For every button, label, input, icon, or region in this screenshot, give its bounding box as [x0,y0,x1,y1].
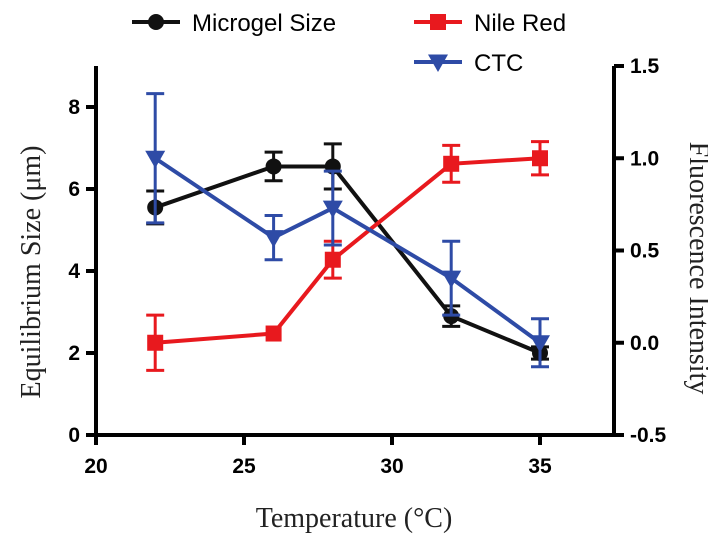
series-microgel-size [146,142,549,361]
y-axis-title: Equilibrium Size (μm) [16,146,47,399]
data-point [265,325,282,342]
legend: Microgel Size Nile Red CTC [132,10,566,77]
legend-marker [430,14,446,30]
x-tick-label: 25 [232,455,256,478]
legend-marker [148,14,164,30]
data-point [441,270,462,289]
y2-tick-label: 1.5 [630,55,660,78]
y-tick-label: 4 [68,260,80,283]
series-layer [145,92,550,372]
data-point [263,230,284,248]
series-ctc [145,92,550,369]
ticks: 20 25 30 35 0 2 4 6 8 -0.5 0.0 0.5 1.0 1.5 [68,55,666,478]
x-axis-title: Temperature (°C) [256,503,453,534]
data-point [324,251,341,268]
legend-label: Nile Red [474,10,566,37]
series-nile-red [146,140,549,372]
legend-marker [428,54,448,72]
data-point [145,150,166,169]
data-point [265,158,282,175]
data-point [147,334,164,351]
y-tick-label: 8 [68,96,80,119]
legend-label: Microgel Size [192,10,336,37]
y2-axis-title: Fluorescence Intensity [683,142,708,395]
x-tick-label: 20 [84,455,107,478]
axes [94,66,616,437]
x-tick-label: 30 [380,455,403,478]
data-point [443,155,460,172]
x-tick-label: 35 [528,455,552,478]
data-point [532,150,548,167]
data-point [530,335,550,353]
series-line [154,164,541,355]
legend-item: Microgel Size [132,10,336,37]
y-tick-label: 0 [68,424,80,447]
y2-tick-label: 0.5 [630,240,660,263]
y2-tick-label: 1.0 [630,147,659,170]
y2-tick-label: 0.0 [630,332,659,355]
data-point [322,200,343,219]
y-tick-label: 2 [68,342,80,365]
legend-item: Nile Red [414,10,566,37]
legend-label: CTC [474,50,523,77]
y-tick-label: 6 [68,178,80,201]
legend-item: CTC [414,50,523,77]
y2-tick-label: -0.5 [630,424,667,447]
